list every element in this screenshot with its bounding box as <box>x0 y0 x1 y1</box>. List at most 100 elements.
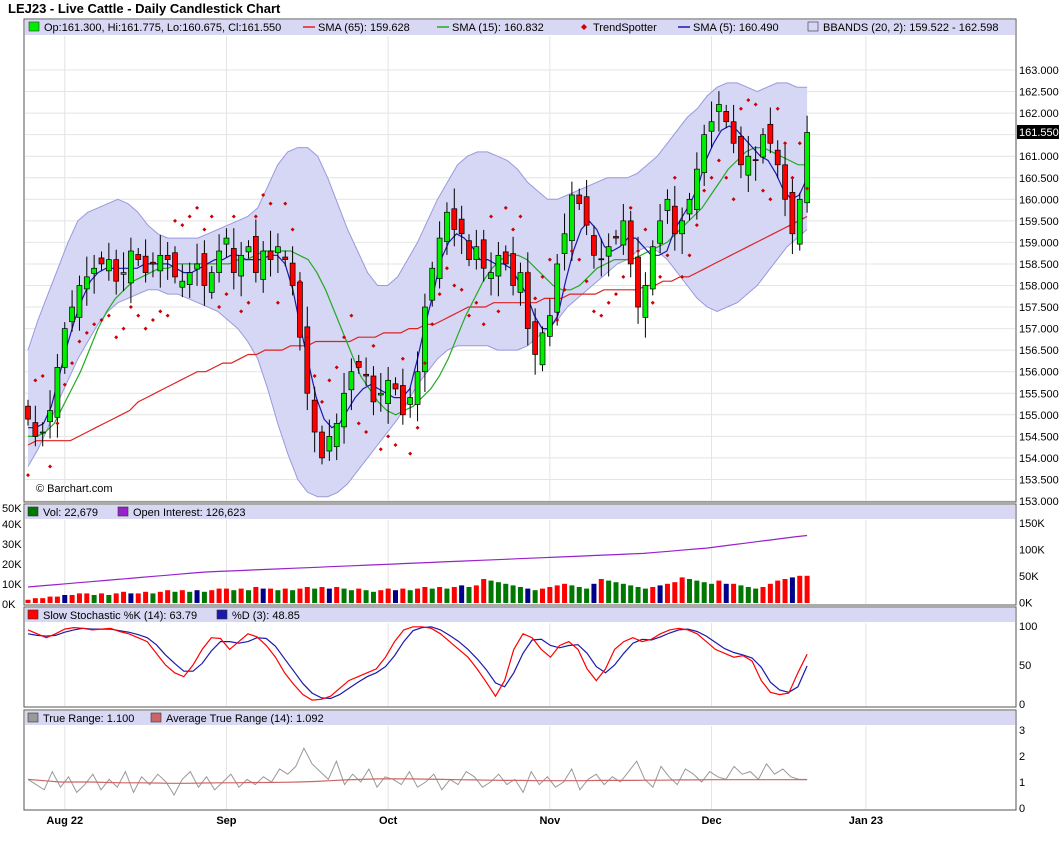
volume-bar <box>62 595 68 603</box>
sma65-line <box>27 215 808 446</box>
trendspotter-marker <box>599 313 604 318</box>
candle-down <box>576 194 583 204</box>
trendspotter-marker <box>680 274 685 279</box>
trendspotter-marker <box>746 98 751 103</box>
volume-bar <box>451 587 457 603</box>
price-axis-tick: 156.000 <box>1019 367 1059 379</box>
legend-swatch-box <box>27 609 39 620</box>
trendspotter-marker <box>150 317 155 322</box>
stochastic-tick: 50 <box>1019 660 1031 672</box>
volume-bar <box>216 588 222 603</box>
trendspotter-marker <box>775 106 780 111</box>
price-axis-tick: 153.000 <box>1019 496 1059 508</box>
legend-swatch-box <box>150 712 162 723</box>
volume-bar <box>767 583 773 603</box>
trendspotter-marker <box>724 175 729 180</box>
volume-bar <box>628 585 634 603</box>
price-axis-tick: 153.500 <box>1019 474 1059 486</box>
volume-bar <box>657 585 663 603</box>
volume-left-tick: 0K <box>2 599 16 611</box>
volume-bar <box>393 590 398 603</box>
volume-bar <box>54 596 60 603</box>
candle-up <box>377 392 384 396</box>
trendspotter-marker <box>716 158 721 163</box>
volume-bar <box>422 587 428 603</box>
volume-right-tick: 50K <box>1019 571 1039 583</box>
trendspotter-marker <box>290 227 295 232</box>
candle-up <box>407 397 414 405</box>
candle-up <box>333 423 340 448</box>
price-axis-tick: 161.000 <box>1019 151 1059 163</box>
trendspotter-marker <box>268 201 273 206</box>
trendspotter-marker <box>628 205 633 210</box>
candle-down <box>451 208 458 230</box>
legend-text: Op:161.300, Hi:161.775, Lo:160.675, Cl:1… <box>44 22 281 34</box>
volume-bar <box>760 587 766 603</box>
trendspotter-marker <box>489 214 494 219</box>
candle-up <box>76 285 83 318</box>
volume-bar <box>187 591 193 603</box>
volume-bar <box>672 582 678 603</box>
candle-up <box>69 306 75 323</box>
trendspotter-marker <box>393 442 398 447</box>
volume-bar <box>91 595 97 603</box>
trendspotter-marker <box>261 192 266 197</box>
trendspotter-marker <box>709 175 714 180</box>
volume-left-tick: 50K <box>2 503 22 515</box>
trendspotter-marker <box>459 287 464 292</box>
volume-bar <box>481 579 487 603</box>
volume-bar <box>312 588 318 603</box>
candle-up <box>245 246 252 253</box>
candle-down <box>767 123 774 144</box>
volume-bar <box>150 593 156 603</box>
legend-swatch-box <box>27 506 39 517</box>
volume-bar <box>444 588 450 603</box>
candle-up <box>61 328 68 368</box>
volume-bar <box>113 593 119 603</box>
trendspotter-marker <box>525 270 530 275</box>
candle-down <box>319 431 325 459</box>
candle-up <box>716 104 722 112</box>
trendspotter-marker <box>33 378 38 383</box>
trendspotter-marker <box>246 300 251 305</box>
volume-bar <box>32 598 38 603</box>
volume-bar <box>172 591 178 603</box>
trendspotter-marker <box>217 305 222 310</box>
volume-bar <box>356 588 362 603</box>
true-range-tick: 0 <box>1019 803 1025 815</box>
trendspotter-marker <box>768 197 773 202</box>
trendspotter-marker <box>356 421 361 426</box>
x-axis-label: Nov <box>539 815 561 827</box>
volume-bar <box>69 595 75 603</box>
volume-bar <box>584 588 590 603</box>
trendspotter-marker <box>128 305 133 310</box>
axis-labels: 163.000162.500162.000161.500161.000160.5… <box>2 65 1059 827</box>
trendspotter-marker <box>415 425 420 430</box>
trendspotter-marker <box>555 317 560 322</box>
candle-up <box>686 198 693 215</box>
trendspotter-marker <box>481 322 486 327</box>
candle-down <box>583 196 590 226</box>
candle-up <box>216 250 222 273</box>
trendspotter-marker <box>297 279 302 284</box>
legend-swatch-box <box>117 506 129 517</box>
candle-up <box>444 211 450 242</box>
volume-legend-bar <box>25 505 1015 519</box>
volume-right-tick: 100K <box>1019 545 1045 557</box>
volume-bar <box>282 588 288 603</box>
candle-up <box>620 220 627 246</box>
candle-down <box>635 256 641 308</box>
trendspotter-marker <box>92 322 97 327</box>
price-legend: Op:161.300, Hi:161.775, Lo:160.675, Cl:1… <box>28 21 999 34</box>
volume-bar <box>157 591 163 603</box>
volume-bar <box>378 590 384 603</box>
true-range-tick: 3 <box>1019 725 1025 737</box>
candle-up <box>804 132 810 204</box>
price-axis-tick: 158.500 <box>1019 259 1059 271</box>
volume-bar <box>341 588 347 603</box>
volume-bar <box>576 587 582 603</box>
candle-down <box>355 361 362 368</box>
volume-bar <box>246 590 251 603</box>
volume-bar <box>209 590 215 603</box>
volume-bar <box>731 583 737 603</box>
